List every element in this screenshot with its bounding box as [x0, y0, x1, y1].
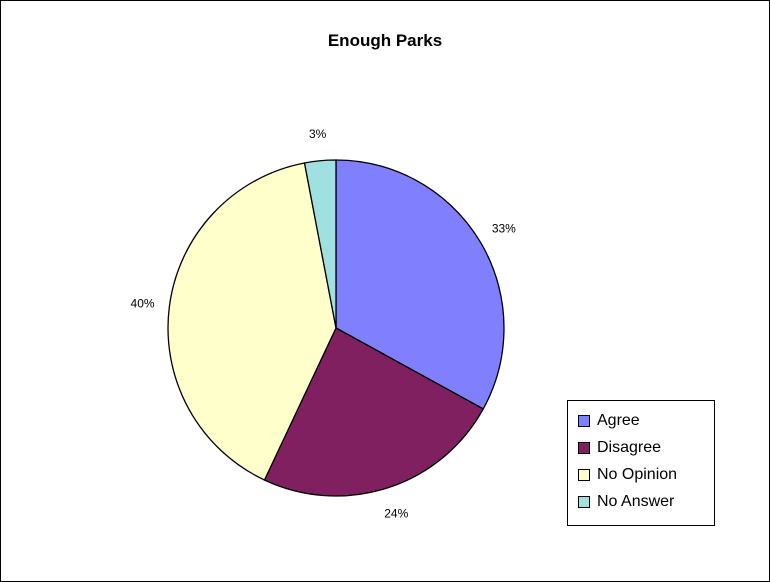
pie-slice-no-opinion	[167, 162, 337, 481]
legend-label-agree: Agree	[597, 412, 640, 429]
legend-swatch-no-answer	[578, 496, 590, 508]
legend-swatch-disagree	[578, 442, 590, 454]
legend-item-no-answer: No Answer	[568, 488, 714, 515]
legend-swatch-no-opinion	[578, 469, 590, 481]
data-label-disagree: 24%	[384, 506, 408, 520]
legend-item-agree: Agree	[568, 407, 714, 434]
legend: Agree Disagree No Opinion No Answer	[567, 400, 715, 526]
pie-slice-no-answer	[303, 159, 337, 329]
data-label-agree: 33%	[492, 222, 516, 236]
legend-swatch-agree	[578, 415, 590, 427]
legend-label-disagree: Disagree	[597, 439, 662, 456]
legend-item-no-opinion: No Opinion	[568, 461, 714, 488]
chart-title: Enough Parks	[327, 31, 443, 50]
legend-label-no-opinion: No Opinion	[597, 466, 678, 483]
data-label-no-answer: 3%	[309, 127, 327, 141]
legend-label-no-answer: No Answer	[597, 493, 675, 510]
pie-slice-agree	[335, 159, 505, 410]
pie-slice-disagree	[263, 327, 485, 497]
data-label-no-opinion: 40%	[131, 297, 155, 311]
legend-item-disagree: Disagree	[568, 434, 714, 461]
